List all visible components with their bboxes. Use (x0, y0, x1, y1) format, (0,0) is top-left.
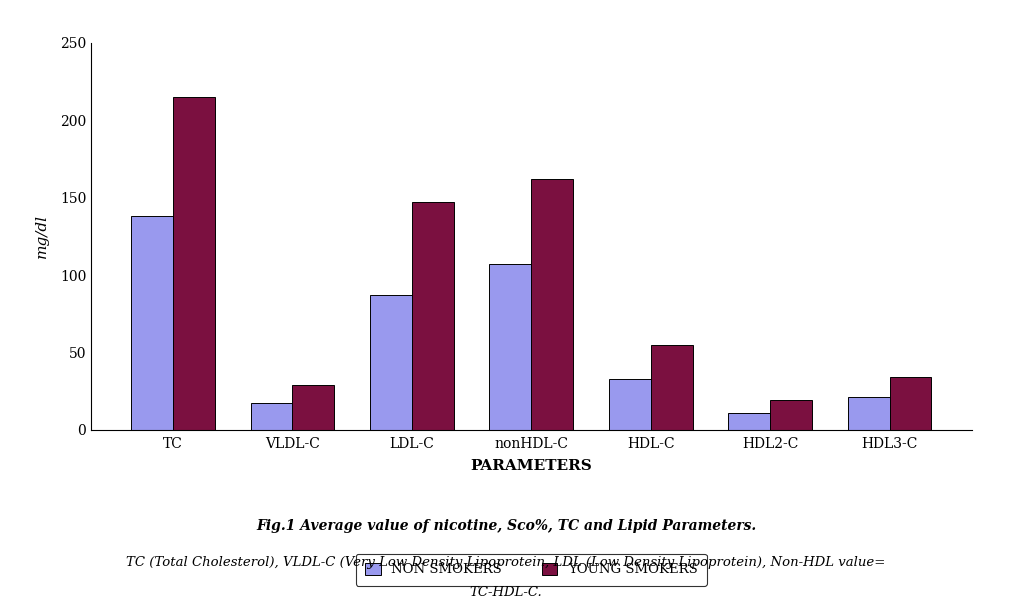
X-axis label: PARAMETERS: PARAMETERS (470, 459, 591, 473)
Bar (489, 264, 531, 430)
Bar (889, 377, 930, 430)
Bar (292, 385, 334, 430)
Bar (769, 400, 811, 430)
Bar (609, 379, 650, 430)
Bar (650, 344, 692, 430)
Bar (173, 97, 214, 430)
Text: TC-HDL-C.: TC-HDL-C. (469, 586, 542, 599)
Bar (131, 216, 173, 430)
Bar (847, 397, 889, 430)
Y-axis label: mg/dl: mg/dl (34, 214, 49, 258)
Bar (251, 403, 292, 430)
Bar (728, 413, 769, 430)
Bar (411, 203, 453, 430)
Bar (370, 295, 411, 430)
Text: Fig.1 Average value of nicotine, Sco%, TC and Lipid Parameters.: Fig.1 Average value of nicotine, Sco%, T… (256, 519, 755, 533)
Legend: NON SMOKERS, YOUNG SMOKERS: NON SMOKERS, YOUNG SMOKERS (355, 554, 707, 586)
Text: TC (Total Cholesterol), VLDL-C (Very Low Density Lipoprotein, LDL (Low Density L: TC (Total Cholesterol), VLDL-C (Very Low… (126, 556, 885, 569)
Bar (531, 179, 572, 430)
